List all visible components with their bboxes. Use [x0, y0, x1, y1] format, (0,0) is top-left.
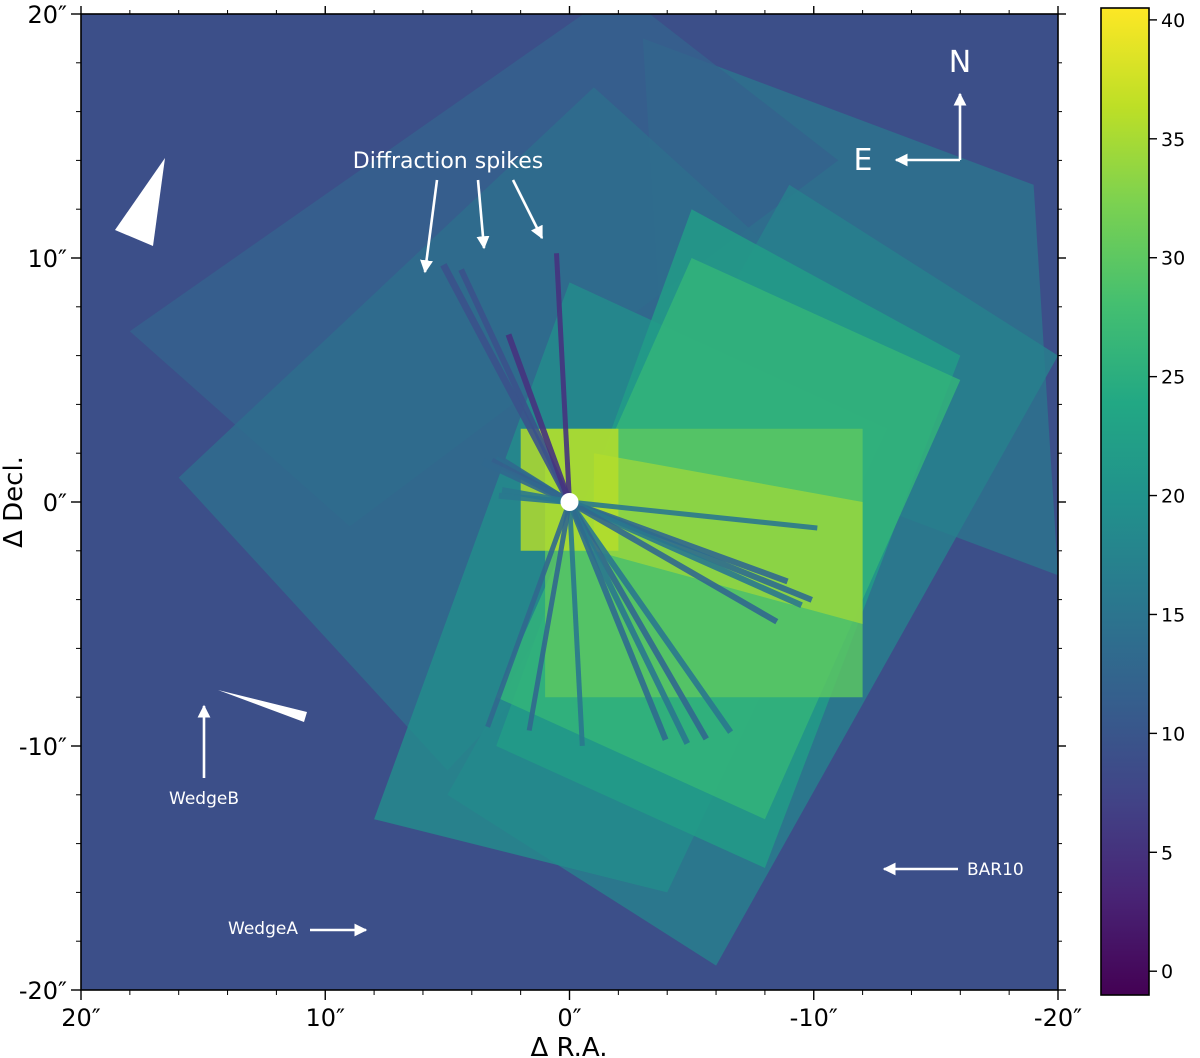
colorbar-gradient: [1100, 7, 1150, 996]
colorbar-tick-label: 20: [1161, 486, 1185, 508]
diffraction-spike: [566, 500, 709, 741]
diffraction-spike: [440, 263, 573, 504]
diffraction-spike: [567, 499, 779, 625]
colorbar-tick-label: 0: [1161, 961, 1173, 983]
diffraction-spike: [567, 500, 734, 734]
y-tick-label: 10″: [27, 245, 67, 273]
diffraction-spike: [568, 499, 803, 609]
annotation-label: WedgeA: [228, 919, 298, 939]
heatmap-region: [593, 453, 863, 624]
diffraction-spike: [505, 333, 573, 504]
annotation-arrow: [511, 179, 544, 240]
annotation-label: WedgeB: [169, 789, 239, 809]
colorbar-tick-label: 10: [1161, 723, 1185, 745]
diffraction-spike: [485, 501, 572, 728]
annotations: Diffraction spikes N E WedgeB WedgeA BAR10: [169, 45, 1024, 939]
y-axis-ticks: 20″ 10″ 0″ -10″ -20″: [19, 1, 1066, 1005]
wedge-masks: [115, 158, 307, 722]
wedge-b-mask-lower: [218, 690, 307, 722]
diffraction-spike: [569, 499, 818, 531]
x-tick-label: 0″: [557, 1004, 581, 1032]
x-tick-label: 20″: [61, 1004, 101, 1032]
colorbar: 0 5 10 15 20 25 30 35 40: [1100, 7, 1185, 996]
y-tick-label: -20″: [19, 977, 67, 1005]
diffraction-spike: [498, 492, 570, 505]
colorbar-tick-label: 30: [1161, 248, 1185, 270]
x-tick-label: -20″: [1034, 1004, 1082, 1032]
colorbar-tick-label: 5: [1161, 842, 1173, 864]
colorbar-tick-label: 35: [1161, 129, 1185, 151]
y-tick-label: -10″: [19, 733, 67, 761]
x-tick-label: 10″: [305, 1004, 345, 1032]
diffraction-spike: [526, 501, 572, 731]
y-tick-label: 20″: [27, 1, 67, 29]
x-axis-ticks: 20″ 10″ 0″ -10″ -20″: [61, 6, 1082, 1032]
annotation-label: BAR10: [967, 860, 1024, 880]
diffraction-spike: [566, 500, 669, 741]
diffraction-spike: [567, 501, 585, 747]
colorbar-tick-label: 25: [1161, 367, 1185, 389]
annotation-label: Diffraction spikes: [353, 149, 543, 174]
heatmap-regions: [129, 14, 1058, 966]
x-axis-title: Δ R.A.: [530, 1033, 607, 1058]
annotation-label: E: [854, 143, 873, 178]
diffraction-spike: [481, 458, 571, 506]
heatmap-plot-area: [81, 14, 1058, 990]
wedge-b-mask: [115, 158, 165, 246]
center-mask: [560, 493, 579, 511]
annotation-arrow: [420, 179, 439, 274]
colorbar-tick-label: 15: [1161, 604, 1185, 626]
diffraction-spike-rays: [440, 253, 818, 747]
annotation-label: N: [949, 45, 971, 80]
annotation-arrow: [476, 179, 490, 250]
colorbar-tick-label: 40: [1161, 10, 1185, 32]
diffraction-spike: [554, 253, 572, 503]
diffraction-spike: [566, 500, 690, 745]
colorbar-ticks: 0 5 10 15 20 25 30 35 40: [1149, 10, 1185, 983]
y-tick-label: 0″: [43, 489, 67, 517]
x-tick-label: -10″: [790, 1004, 838, 1032]
y-axis-title: Δ Decl.: [0, 456, 29, 548]
